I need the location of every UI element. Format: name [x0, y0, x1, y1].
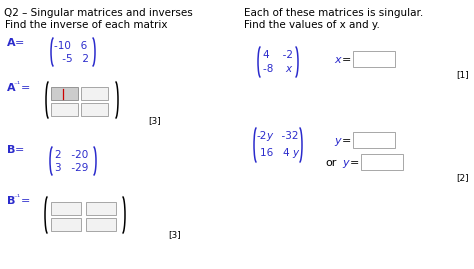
Text: =: = — [342, 55, 351, 65]
Text: 4    -2: 4 -2 — [263, 50, 293, 60]
Text: y: y — [292, 148, 298, 158]
Text: [3]: [3] — [168, 230, 181, 239]
Text: Find the inverse of each matrix: Find the inverse of each matrix — [5, 20, 167, 30]
Bar — [51, 218, 81, 231]
Text: =: = — [350, 158, 359, 168]
Text: =: = — [15, 145, 24, 155]
Text: =: = — [342, 136, 351, 146]
Text: x: x — [334, 55, 341, 65]
Text: x: x — [285, 64, 291, 74]
Text: B: B — [7, 196, 15, 206]
Bar — [81, 87, 108, 100]
Text: 2   -20: 2 -20 — [55, 150, 88, 160]
Text: -8: -8 — [263, 64, 283, 74]
Text: y: y — [334, 136, 341, 146]
Text: =: = — [21, 83, 30, 93]
Text: -10   6: -10 6 — [54, 41, 87, 51]
Text: -2: -2 — [257, 131, 267, 141]
Bar — [51, 202, 81, 215]
Text: [2]: [2] — [456, 173, 469, 182]
Text: Q2 – Singular matrices and inverses: Q2 – Singular matrices and inverses — [4, 8, 193, 18]
Text: [3]: [3] — [148, 116, 161, 125]
Bar — [51, 87, 78, 100]
Text: ⁻¹: ⁻¹ — [13, 80, 20, 89]
Text: =: = — [21, 196, 30, 206]
Text: =: = — [15, 38, 24, 48]
Bar — [81, 103, 108, 116]
Bar — [51, 103, 78, 116]
Text: Find the values of x and y.: Find the values of x and y. — [244, 20, 380, 30]
Text: or: or — [325, 158, 337, 168]
Bar — [86, 202, 116, 215]
Bar — [353, 51, 395, 67]
Text: B: B — [7, 145, 15, 155]
Bar — [86, 218, 116, 231]
Text: Each of these matrices is singular.: Each of these matrices is singular. — [244, 8, 423, 18]
Text: ⁻¹: ⁻¹ — [13, 193, 20, 202]
Text: 16   4: 16 4 — [260, 148, 290, 158]
Text: -5   2: -5 2 — [59, 54, 89, 64]
Text: y: y — [266, 131, 272, 141]
Text: A: A — [7, 83, 16, 93]
Text: A: A — [7, 38, 16, 48]
Bar — [361, 154, 403, 170]
Text: y: y — [342, 158, 348, 168]
Text: -32: -32 — [275, 131, 299, 141]
Text: 3   -29: 3 -29 — [55, 163, 88, 173]
Text: [1]: [1] — [456, 70, 469, 79]
Bar — [353, 132, 395, 148]
